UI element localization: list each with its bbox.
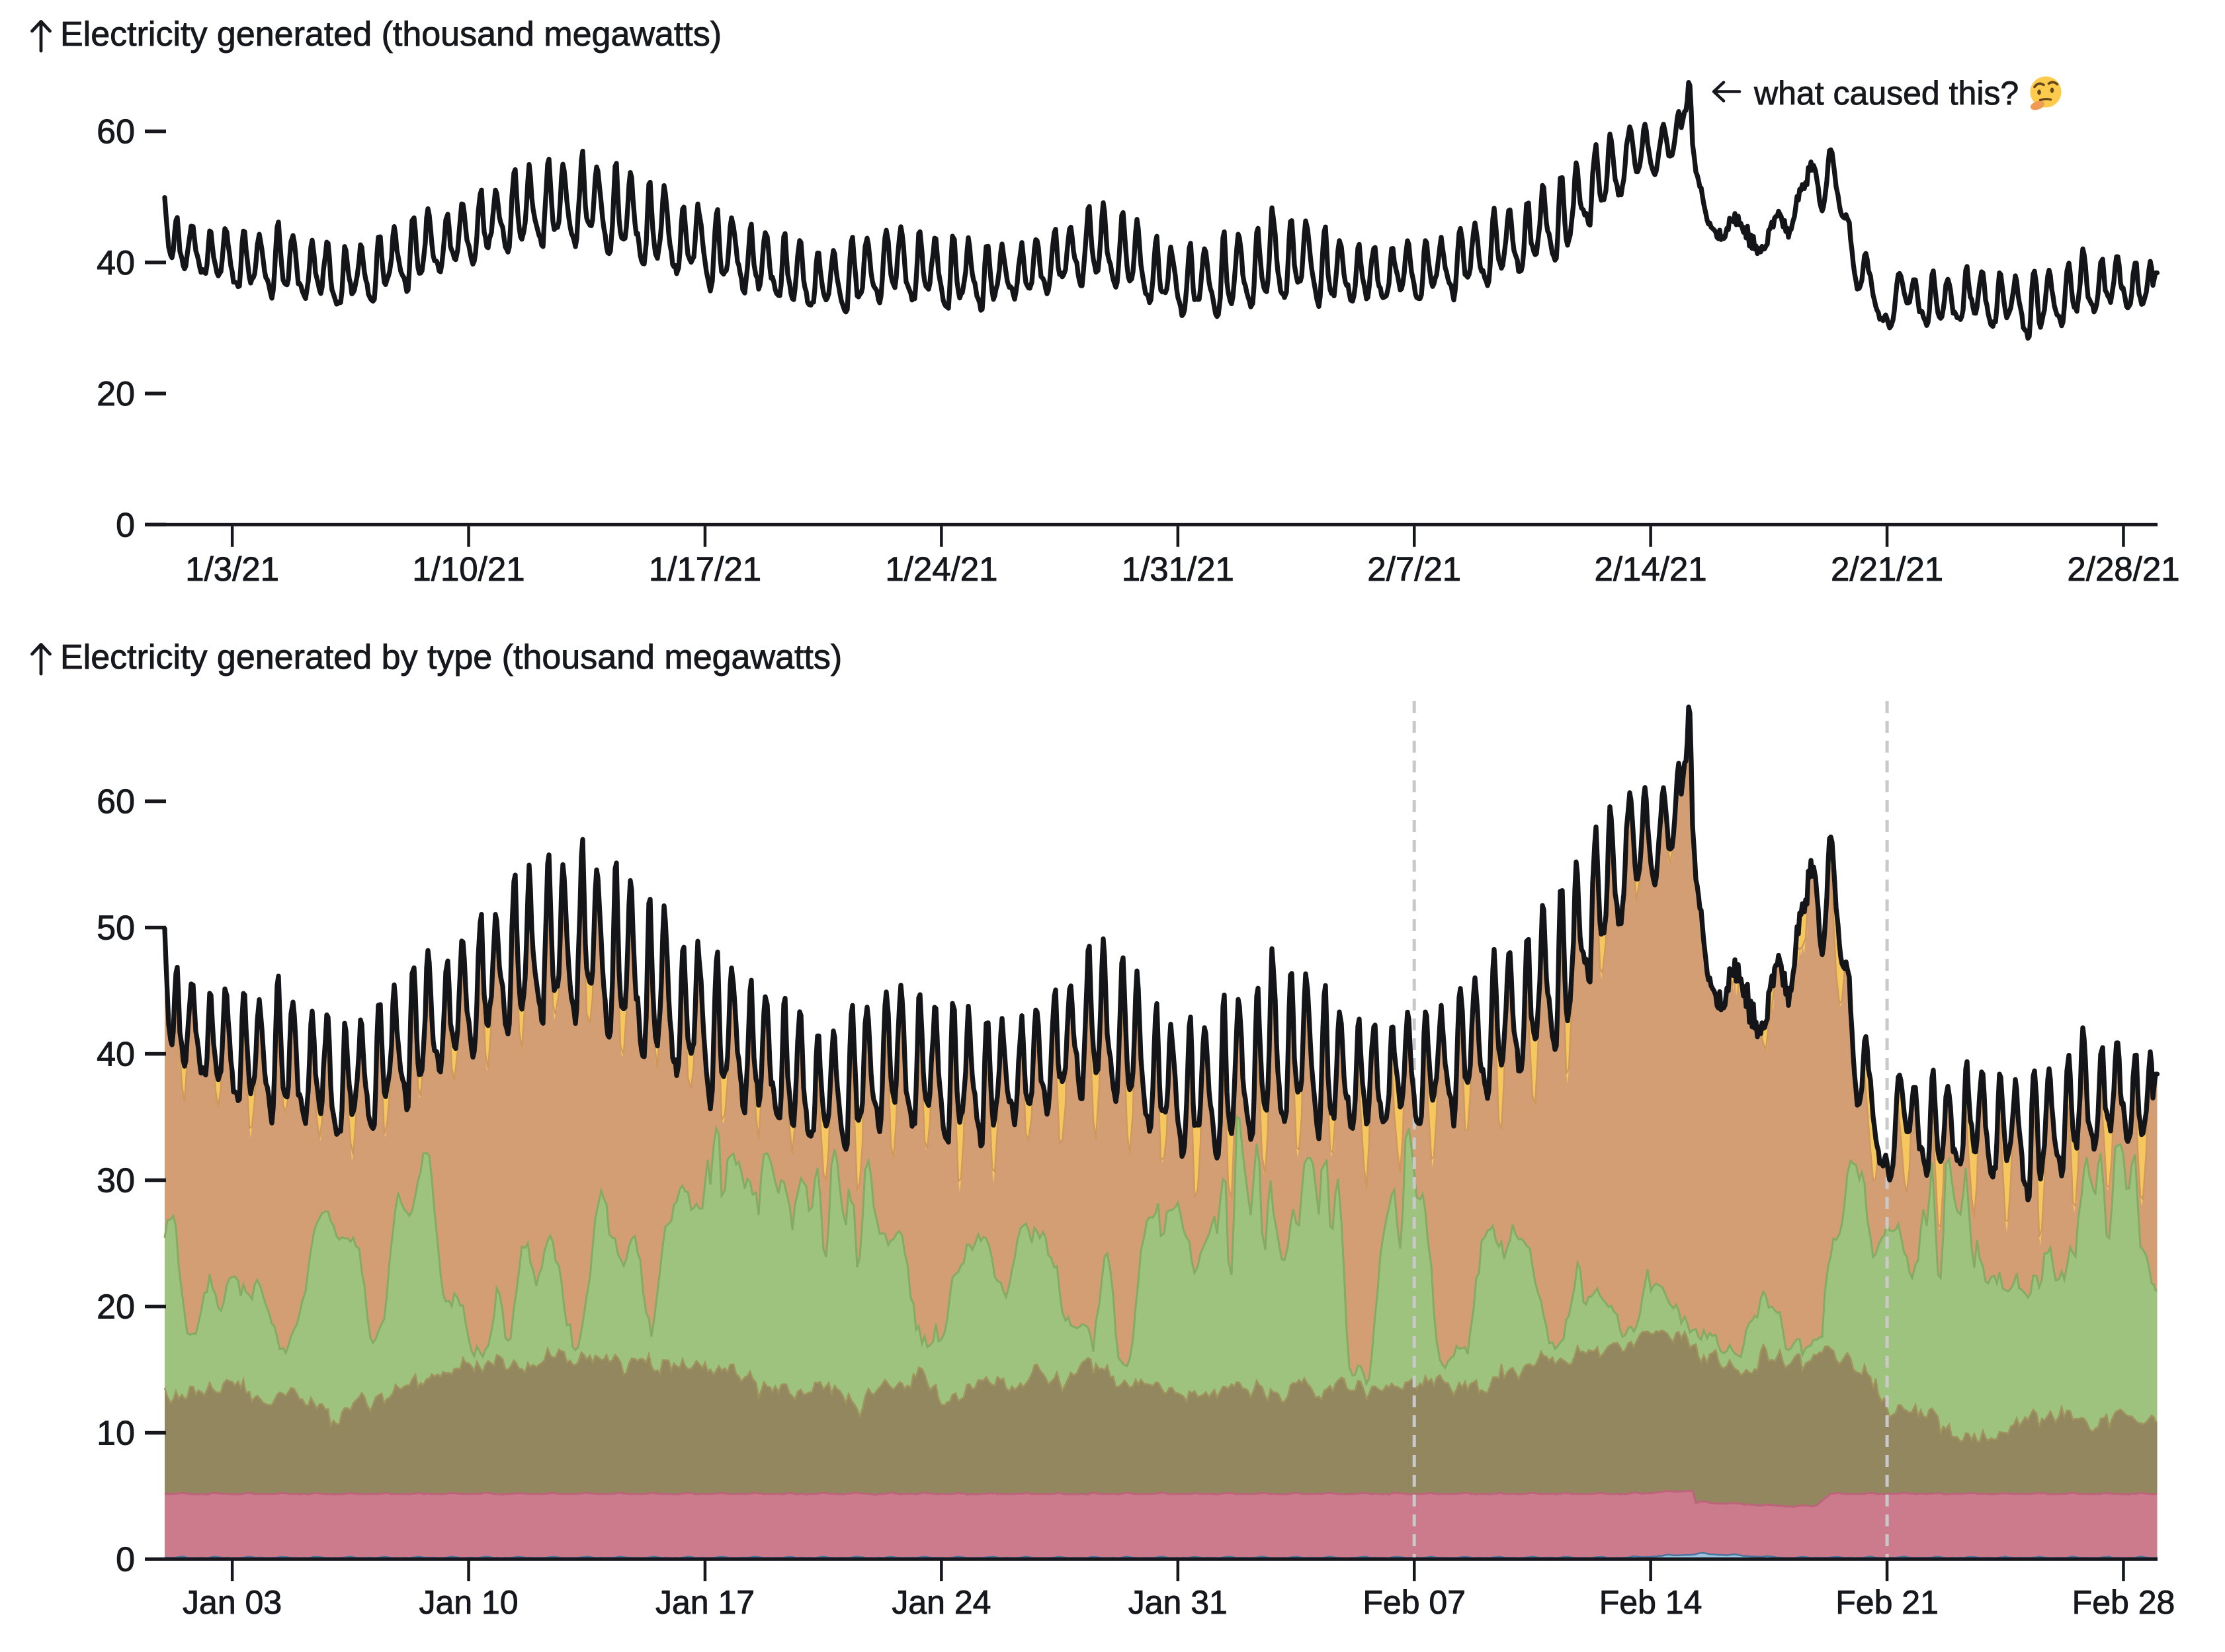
- svg-text:40: 40: [97, 244, 135, 282]
- svg-text:Jan 17: Jan 17: [655, 1584, 755, 1621]
- svg-text:2/7/21: 2/7/21: [1367, 550, 1461, 588]
- svg-text:1/17/21: 1/17/21: [649, 550, 761, 588]
- svg-text:2/14/21: 2/14/21: [1595, 550, 1707, 588]
- svg-text:1/3/21: 1/3/21: [185, 550, 279, 588]
- svg-text:Feb 14: Feb 14: [1599, 1584, 1702, 1621]
- svg-text:20: 20: [97, 375, 135, 413]
- svg-text:Feb 07: Feb 07: [1363, 1584, 1466, 1621]
- svg-text:Electricity generated (thousan: Electricity generated (thousand megawatt…: [60, 15, 722, 54]
- svg-text:10: 10: [97, 1415, 135, 1453]
- svg-text:Jan 24: Jan 24: [892, 1584, 991, 1621]
- svg-text:what caused this?: what caused this?: [1753, 75, 2019, 112]
- svg-text:50: 50: [97, 909, 135, 948]
- svg-text:Feb 28: Feb 28: [2072, 1584, 2175, 1621]
- svg-text:2/21/21: 2/21/21: [1831, 550, 1943, 588]
- svg-text:1/31/21: 1/31/21: [1122, 550, 1234, 588]
- svg-text:30: 30: [97, 1162, 135, 1200]
- svg-text:1/10/21: 1/10/21: [412, 550, 525, 588]
- svg-text:Jan 10: Jan 10: [419, 1584, 518, 1621]
- svg-text:60: 60: [97, 783, 135, 821]
- svg-text:40: 40: [97, 1036, 135, 1074]
- svg-text:0: 0: [116, 506, 135, 544]
- svg-text:Jan 03: Jan 03: [183, 1584, 282, 1621]
- svg-text:1/24/21: 1/24/21: [885, 550, 997, 588]
- svg-text:Jan 31: Jan 31: [1128, 1584, 1228, 1621]
- svg-text:Feb 21: Feb 21: [1835, 1584, 1939, 1621]
- svg-text:60: 60: [97, 113, 135, 151]
- svg-text:20: 20: [97, 1288, 135, 1327]
- svg-text:2/28/21: 2/28/21: [2067, 550, 2179, 588]
- svg-text:Electricity generated by type: Electricity generated by type (thousand …: [60, 638, 842, 677]
- svg-text:0: 0: [116, 1541, 135, 1579]
